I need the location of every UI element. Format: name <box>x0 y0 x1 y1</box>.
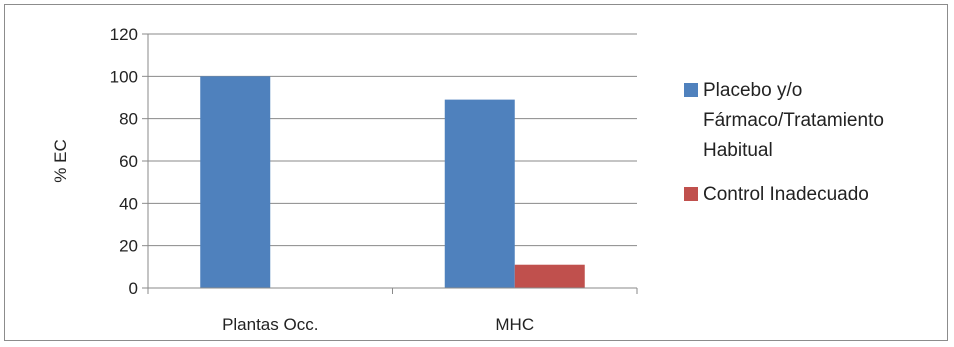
legend-swatch <box>684 187 698 201</box>
legend-label: Placebo y/o Fármaco/Tratamiento Habitual <box>703 80 884 161</box>
y-tick-label: 0 <box>129 279 138 298</box>
y-axis-title: % EC <box>51 139 70 182</box>
y-tick-label: 40 <box>119 194 138 213</box>
legend-swatch <box>684 83 698 97</box>
y-tick-label: 60 <box>119 152 138 171</box>
bar <box>200 76 271 288</box>
legend-label: Control Inadecuado <box>703 184 869 205</box>
y-tick-label: 120 <box>110 25 138 44</box>
bar <box>514 264 585 288</box>
x-tick-label: MHC <box>495 315 534 334</box>
x-tick-label: Plantas Occ. <box>222 315 318 334</box>
y-tick-label: 20 <box>119 237 138 256</box>
y-tick-label: 80 <box>119 110 138 129</box>
bar <box>444 99 515 288</box>
y-tick-label: 100 <box>110 67 138 86</box>
